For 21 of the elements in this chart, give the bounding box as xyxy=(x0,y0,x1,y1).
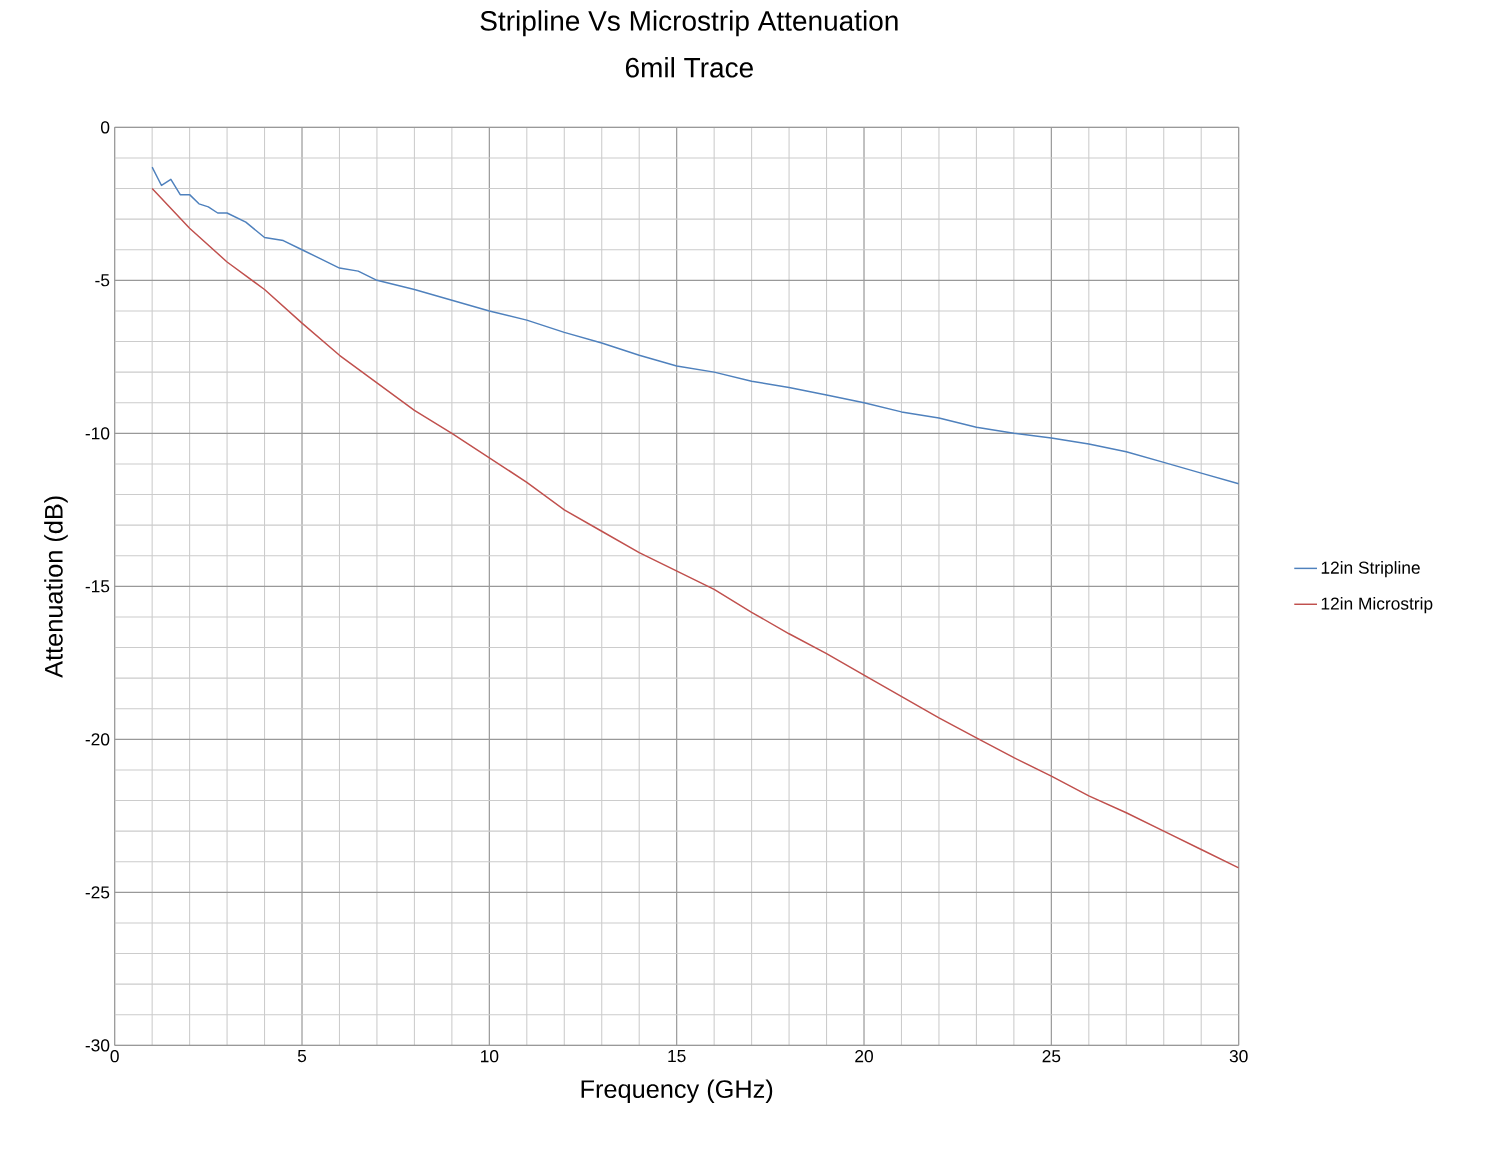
y-tick-label: -30 xyxy=(85,1039,110,1052)
y-tick-label: -25 xyxy=(85,886,110,899)
legend-label: 12in Microstrip xyxy=(1321,596,1433,614)
y-tick-label: 0 xyxy=(100,121,110,134)
line-series xyxy=(151,166,1239,485)
y-tick-label: -10 xyxy=(85,427,110,440)
y-tick-label: -5 xyxy=(95,274,110,287)
x-tick-label: 25 xyxy=(1042,1050,1061,1063)
y-axis-title: Attenuation (dB) xyxy=(44,496,68,678)
x-tick-label: 5 xyxy=(297,1050,307,1063)
x-tick-label: 0 xyxy=(110,1050,119,1063)
x-tick-label: 20 xyxy=(855,1050,873,1063)
x-tick-label: 10 xyxy=(481,1050,499,1063)
y-tick-label: -20 xyxy=(85,733,110,746)
x-tick-label: 30 xyxy=(1229,1050,1248,1063)
chart-subtitle: 6mil Trace xyxy=(625,57,753,78)
x-axis-title: Frequency (GHz) xyxy=(581,1079,773,1104)
chart-title: Stripline Vs Microstrip Attenuation xyxy=(480,10,898,37)
y-tick-label: -15 xyxy=(85,580,110,593)
x-tick-label: 15 xyxy=(668,1050,686,1063)
legend-label: 12in Stripline xyxy=(1321,561,1420,578)
